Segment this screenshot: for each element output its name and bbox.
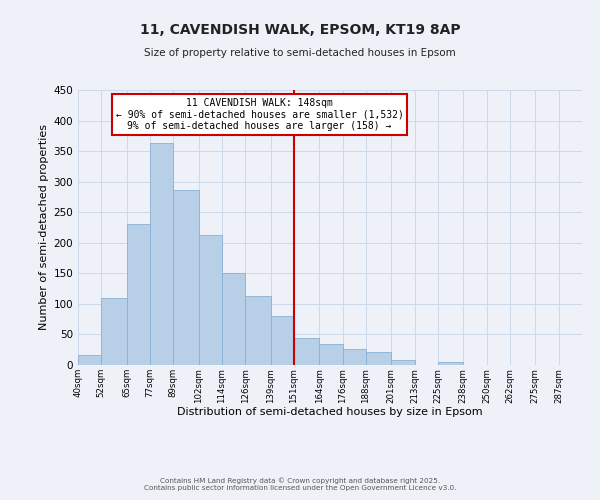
Text: 11, CAVENDISH WALK, EPSOM, KT19 8AP: 11, CAVENDISH WALK, EPSOM, KT19 8AP [140,22,460,36]
X-axis label: Distribution of semi-detached houses by size in Epsom: Distribution of semi-detached houses by … [177,407,483,417]
Bar [319,344,343,365]
Bar [127,224,150,365]
Text: 11 CAVENDISH WALK: 148sqm
← 90% of semi-detached houses are smaller (1,532)
9% o: 11 CAVENDISH WALK: 148sqm ← 90% of semi-… [116,98,403,132]
Bar [391,360,415,365]
Bar [343,349,366,365]
Bar [101,298,127,365]
Bar [271,316,294,365]
Text: Contains HM Land Registry data © Crown copyright and database right 2025.
Contai: Contains HM Land Registry data © Crown c… [144,478,456,491]
Bar [173,190,199,365]
Bar [199,235,222,365]
Bar [150,143,173,365]
Bar [294,338,319,365]
Y-axis label: Number of semi-detached properties: Number of semi-detached properties [39,124,49,330]
Text: Size of property relative to semi-detached houses in Epsom: Size of property relative to semi-detach… [144,48,456,58]
Bar [222,274,245,365]
Bar [78,354,101,365]
Bar [366,352,391,365]
Bar [245,296,271,365]
Bar [438,362,463,365]
